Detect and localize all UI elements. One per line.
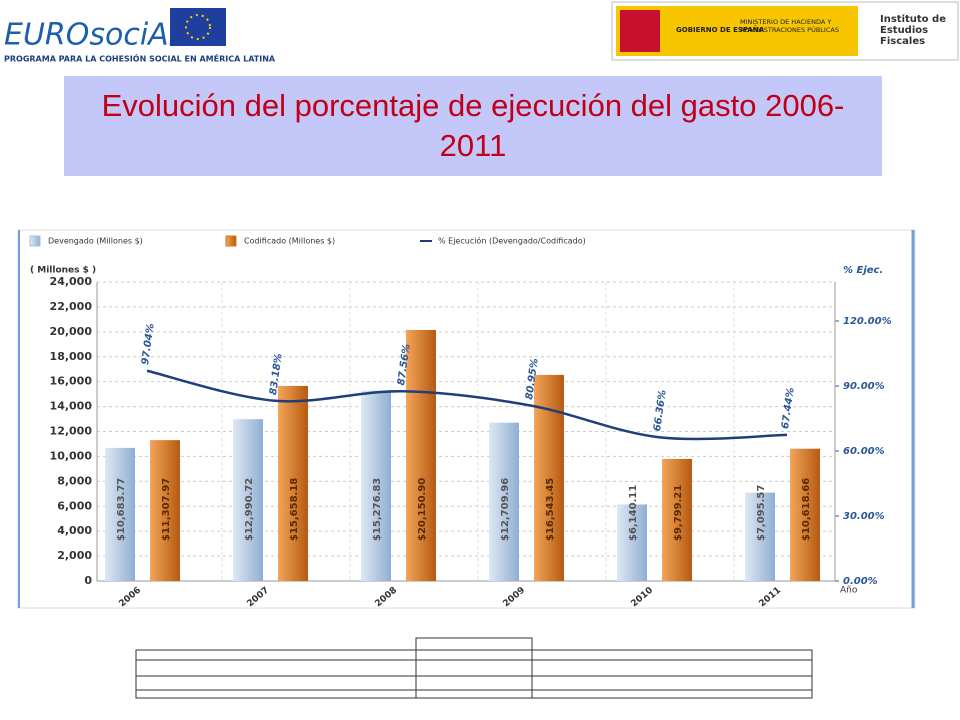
bar xyxy=(105,447,135,581)
y-tick-label: 22,000 xyxy=(50,300,93,313)
bar-value-label: $20,150.90 xyxy=(417,478,428,541)
y-tick-label: 16,000 xyxy=(50,375,93,388)
legend-label: Devengado (Millones $) xyxy=(48,237,143,246)
y2-tick-label: 90.00% xyxy=(843,381,885,392)
bar xyxy=(489,422,519,581)
bar xyxy=(361,390,391,581)
bar-value-label: $16,543.45 xyxy=(545,478,556,541)
bar-value-label: $15,276.83 xyxy=(372,478,383,541)
y-tick-label: 24,000 xyxy=(50,275,93,288)
building-drawing xyxy=(135,637,813,699)
bar-value-label: $6,140.11 xyxy=(628,485,639,541)
bar xyxy=(745,492,775,581)
brand: EUROsociAL xyxy=(4,18,185,53)
eu-flag xyxy=(170,8,226,46)
legend-label: % Ejecución (Devengado/Codificado) xyxy=(438,236,586,246)
government: GOBIERNO DE ESPAÑA xyxy=(676,25,765,34)
y-tick-label: 2,000 xyxy=(57,549,92,562)
y2-tick-label: 30.00% xyxy=(843,511,885,522)
y2-axis-title: % Ejec. xyxy=(843,265,883,276)
y-tick-label: 8,000 xyxy=(57,474,92,487)
legend-swatch xyxy=(29,235,41,247)
institute-box: Instituto de Estudios Fiscales xyxy=(880,14,946,47)
bar xyxy=(233,419,263,581)
bar xyxy=(278,385,308,581)
bar xyxy=(662,458,692,581)
coat-of-arms xyxy=(620,10,660,52)
y2-tick-label: 60.00% xyxy=(843,446,885,457)
y2-tick-label: 120.00% xyxy=(843,316,892,327)
bar-value-label: $10,683.77 xyxy=(116,478,127,541)
y-tick-label: 0 xyxy=(84,574,92,587)
y-tick-label: 4,000 xyxy=(57,524,92,537)
y-tick-label: 12,000 xyxy=(50,425,93,438)
y-tick-label: 20,000 xyxy=(50,325,93,338)
bar-value-label: $7,095.57 xyxy=(756,485,767,541)
y-tick-label: 10,000 xyxy=(50,449,93,462)
y2-tick-label: 0.00% xyxy=(843,576,878,587)
y-axis-title: ( Millones $ ) xyxy=(30,266,96,276)
ministry: MINISTERIO DE HACIENDA Y ADMINISTRACIONE… xyxy=(740,18,839,34)
legend-label: Codificado (Millones $) xyxy=(244,237,335,246)
bar-value-label: $15,658.18 xyxy=(289,478,300,541)
institute: Instituto de Estudios Fiscales xyxy=(880,14,946,47)
bar xyxy=(150,440,180,581)
y-tick-label: 18,000 xyxy=(50,350,93,363)
y-tick-label: 14,000 xyxy=(50,400,93,413)
bar xyxy=(790,448,820,581)
bar-value-label: $9,799.21 xyxy=(673,485,684,541)
eu-stars xyxy=(185,14,211,40)
bar-value-label: $11,307.97 xyxy=(161,478,172,541)
percent-line xyxy=(146,369,788,441)
brand-tagline: PROGRAMA PARA LA COHESIÓN SOCIAL EN AMÉR… xyxy=(4,53,276,64)
bar-value-label: $12,990.72 xyxy=(244,478,255,541)
chart-title: Evolución del porcentaje de ejecución de… xyxy=(64,76,882,176)
y-tick-label: 6,000 xyxy=(57,499,92,512)
bar-value-label: $12,709.96 xyxy=(500,478,511,541)
bar-value-label: $10,618.66 xyxy=(801,478,812,541)
bar xyxy=(617,504,647,581)
legend-swatch xyxy=(225,235,237,247)
x-axis-title: Año xyxy=(840,586,858,596)
ministry-box: MINISTERIO DE HACIENDA Y ADMINISTRACIONE… xyxy=(740,18,839,34)
bar xyxy=(406,329,436,581)
